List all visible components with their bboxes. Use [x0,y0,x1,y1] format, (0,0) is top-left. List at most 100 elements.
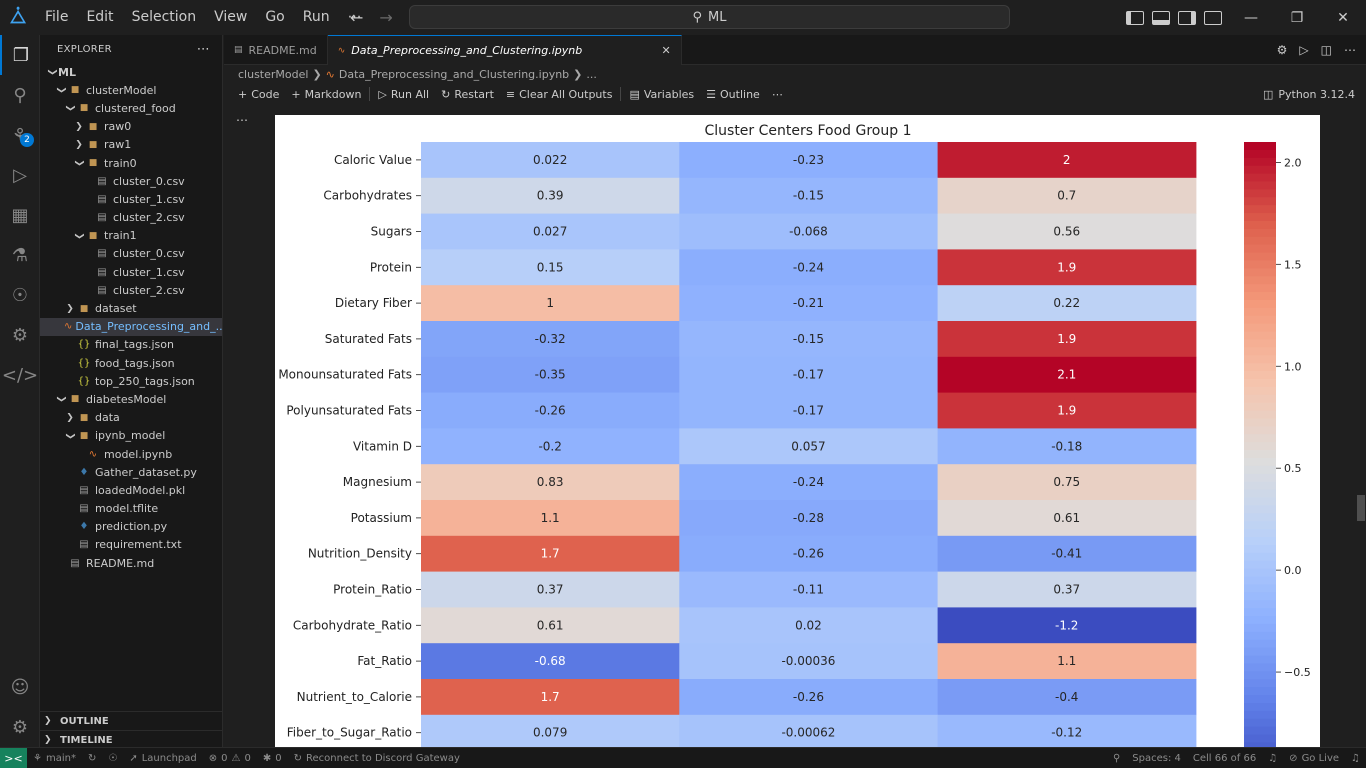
cell-position-status[interactable]: Cell 66 of 66 [1192,753,1257,764]
breadcrumb-item[interactable]: Data_Preprocessing_and_Clustering.ipynb [338,67,570,81]
tree-folder[interactable]: ❯ ■ data [40,409,222,427]
forward-arrow-icon[interactable]: → [379,8,393,27]
tree-folder[interactable]: ❯ ■ train1 [40,227,222,245]
menu-go[interactable]: Go [265,9,285,25]
explorer-icon[interactable]: ❐ [0,35,40,75]
tree-folder[interactable]: ❯ ■ diabetesModel [40,390,222,408]
tree-file[interactable]: ∿ model.ipynb [40,445,222,463]
tree-file[interactable]: ♦ Gather_dataset.py [40,463,222,481]
ports-status[interactable]: ✱ 0 [257,753,288,764]
remote-explorer-icon[interactable]: ⚙ [11,324,29,346]
tree-file[interactable]: {} food_tags.json [40,354,222,372]
toggle-primary-sidebar-icon[interactable] [1126,10,1144,25]
restore-icon[interactable]: ❐ [1290,9,1304,26]
command-center-search[interactable]: ⚲ ML [409,5,1010,29]
kernel-picker[interactable]: ◫ Python 3.12.4 [1263,83,1355,105]
tree-file[interactable]: ▤ cluster_1.csv [40,263,222,281]
git-graph-icon[interactable]: ☉ [11,284,29,306]
launchpad-status[interactable]: ➚ Launchpad [123,753,202,764]
tree-file[interactable]: ▤ cluster_2.csv [40,281,222,299]
close-tab-icon[interactable]: ✕ [661,44,671,57]
toolbar-more-button[interactable]: ⋯ [771,87,783,101]
manage-gear-icon[interactable]: ⚙ [11,716,29,738]
go-live-status[interactable]: ⊘ Go Live [1283,753,1345,764]
tree-folder[interactable]: ❯ ■ train0 [40,154,222,172]
restart-button[interactable]: ↻ Restart [435,88,500,101]
remote-icon[interactable]: >< [0,747,27,768]
tree-folder[interactable]: ❯ ■ raw1 [40,136,222,154]
timeline-section[interactable]: ❯ TIMELINE [40,730,223,749]
zoom-icon[interactable]: ⚲ [1112,753,1121,764]
editor-scrollbar[interactable] [1355,105,1366,747]
back-arrow-icon[interactable]: ← [350,8,364,27]
breadcrumb-item[interactable]: ... [586,67,597,81]
tree-label: train0 [104,156,137,170]
menu-edit[interactable]: Edit [86,9,114,25]
run-debug-icon[interactable]: ▷ [13,164,27,186]
tree-file[interactable]: ▤ cluster_1.csv [40,190,222,208]
tab-notebook[interactable]: ∿ Data_Preprocessing_and_Clustering.ipyn… [327,35,682,65]
colorbar-segment [1244,576,1276,585]
toggle-panel-icon[interactable] [1152,10,1170,25]
menu-file[interactable]: File [45,9,69,25]
outline-section[interactable]: ❯ OUTLINE [40,711,223,730]
run-all-button[interactable]: ▷ Run All [372,88,435,101]
tree-folder[interactable]: ❯ ■ clustered_food [40,99,222,117]
close-window-icon[interactable]: ✕ [1337,9,1349,26]
tree-folder[interactable]: ❯ ML [40,63,222,81]
testing-icon[interactable]: ⚗ [11,244,29,266]
notifications-icon[interactable]: ♫ [1351,753,1360,764]
indentation-status[interactable]: Spaces: 4 [1132,753,1181,764]
tree-file[interactable]: ▤ cluster_0.csv [40,172,222,190]
cell-more-icon[interactable]: ⋯ [236,113,248,127]
variables-button[interactable]: ▤ Variables [623,88,700,101]
outline-button[interactable]: ☰ Outline [700,88,766,101]
tree-file[interactable]: ▤ cluster_2.csv [40,209,222,227]
search-view-icon[interactable]: ⚲ [13,84,27,106]
gear-icon[interactable]: ⚙ [1276,43,1288,57]
tree-folder[interactable]: ❯ ■ clusterModel [40,81,222,99]
source-control-icon[interactable]: ⚘ 2 [0,115,40,155]
more-actions-icon[interactable]: ⋯ [1344,43,1356,57]
tab-readme[interactable]: ▤ README.md [224,35,328,65]
heatmap-cell [421,535,680,573]
clear-outputs-button[interactable]: ≡ Clear All Outputs [500,88,619,101]
tree-file[interactable]: ♦ prediction.py [40,518,222,536]
chevron-right-icon: ❯ [75,121,83,132]
menu-more[interactable]: ⋯ [347,9,362,25]
branch-status[interactable]: ⚘ main* [27,753,82,764]
menu-view[interactable]: View [214,9,248,25]
scroll-thumb[interactable] [1357,495,1365,521]
sync-icon[interactable]: ↻ [87,752,97,764]
run-icon[interactable]: ▷ [1299,43,1309,57]
folder-icon: ■ [79,303,89,314]
tree-file[interactable]: ∿ Data_Preprocessing_and_... [40,317,222,336]
split-editor-icon[interactable]: ◫ [1320,43,1332,57]
tree-folder[interactable]: ❯ ■ raw0 [40,118,222,136]
bell-icon[interactable]: ♫ [1268,753,1278,764]
add-markdown-cell-button[interactable]: + Markdown [285,88,367,101]
breadcrumb-item[interactable]: clusterModel [238,67,309,81]
tree-folder[interactable]: ❯ ■ ipynb_model [40,427,222,445]
menu-selection[interactable]: Selection [131,9,197,25]
problems-status[interactable]: ⊗ 0 ⚠ 0 [203,753,257,764]
tree-file[interactable]: ▤ model.tflite [40,500,222,518]
explorer-more-icon[interactable]: ⋯ [196,41,210,57]
customize-layout-icon[interactable] [1204,10,1222,25]
menu-run[interactable]: Run [302,9,330,25]
add-code-cell-button[interactable]: + Code [232,88,285,101]
tree-file[interactable]: ▤ requirement.txt [40,536,222,554]
discord-status[interactable]: ↻ Reconnect to Discord Gateway [288,753,466,764]
tree-file[interactable]: ▤ README.md [40,554,222,572]
tree-file[interactable]: ▤ loadedModel.pkl [40,481,222,499]
minimize-icon[interactable]: — [1244,9,1258,26]
code-icon[interactable]: </> [1,364,39,386]
toggle-secondary-sidebar-icon[interactable] [1178,10,1196,25]
tree-file[interactable]: {} top_250_tags.json [40,372,222,390]
git-graph-status-icon[interactable]: ☉ [108,752,118,764]
tree-file[interactable]: {} final_tags.json [40,336,222,354]
extensions-icon[interactable]: ▦ [11,204,29,226]
accounts-icon[interactable]: ☺ [10,676,30,698]
tree-file[interactable]: ▤ cluster_0.csv [40,245,222,263]
tree-folder[interactable]: ❯ ■ dataset [40,299,222,317]
